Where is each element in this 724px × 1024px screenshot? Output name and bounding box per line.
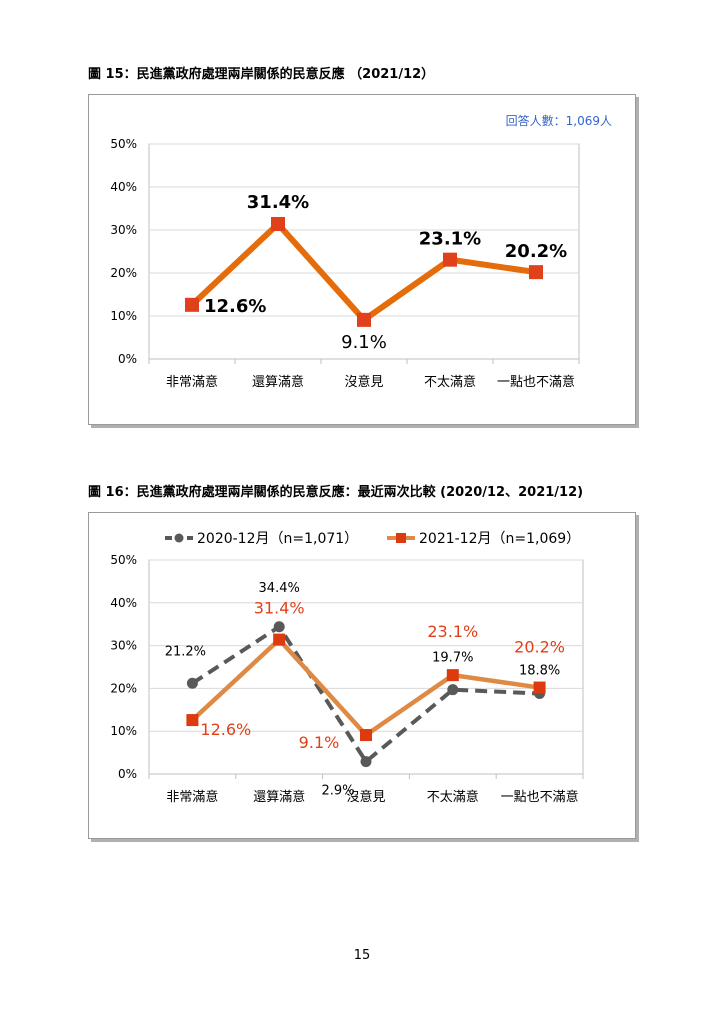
y-tick-label: 30%: [110, 639, 137, 653]
legend-marker-2021: [396, 533, 406, 543]
y-tick-label: 20%: [110, 266, 137, 280]
data-point-marker-2020: [186, 677, 198, 689]
y-tick-label: 30%: [110, 223, 137, 237]
data-label-2020: 21.2%: [165, 644, 206, 659]
y-tick-label: 0%: [118, 767, 137, 781]
x-tick-label: 還算滿意: [253, 789, 305, 805]
data-label-2020: 34.4%: [259, 581, 300, 596]
page-number: 15: [353, 948, 371, 963]
figure-15-title: 圖 15：民進黨政府處理兩岸關係的民意反應 （2021/12）: [88, 67, 435, 82]
x-tick-label: 不太滿意: [427, 789, 479, 805]
data-point-marker-2021: [360, 729, 372, 742]
data-point-marker: [185, 297, 199, 312]
data-point-marker-2021: [186, 714, 199, 727]
data-label: 12.6%: [204, 296, 266, 317]
figure-16-title: 圖 16：民進黨政府處理兩岸關係的民意反應：最近兩次比較 (2020/12、20…: [88, 485, 584, 500]
x-tick-label: 一點也不滿意: [501, 789, 579, 805]
data-point-marker-2021: [446, 669, 459, 682]
x-tick-label: 沒意見: [346, 789, 385, 805]
figure-15-panel: 0% 10% 20% 30% 40% 50% 非常滿意 還算滿意 沒意見 不太滿意 一點也不滿意 回答…: [88, 94, 636, 425]
y-tick-label: 40%: [110, 596, 137, 610]
data-label-2020: 2.9%: [321, 784, 354, 799]
x-tick-label: 一點也不滿意: [497, 374, 575, 390]
y-tick-label: 0%: [118, 352, 137, 366]
y-tick-label: 40%: [110, 180, 137, 194]
x-tick-label: 沒意見: [344, 374, 383, 390]
data-label-2020: 18.8%: [519, 664, 560, 679]
data-label-2021: 12.6%: [200, 720, 251, 739]
y-tick-label: 50%: [110, 553, 137, 567]
data-point-marker-2020: [360, 756, 372, 768]
respondents-annotation: 回答人數：1,069人: [506, 113, 612, 128]
figure-16-chart: 0% 10% 20% 30% 40% 50% 非常滿意 還算滿意 沒意見 不太滿意 一點也不滿意 20…: [110, 531, 584, 805]
data-label-2021: 9.1%: [299, 733, 340, 752]
data-label: 23.1%: [419, 229, 481, 250]
x-tick-label: 還算滿意: [252, 374, 304, 390]
legend-label-2020: 2020-12月（n=1,071）: [197, 531, 358, 547]
series-line-2020: [191, 623, 540, 765]
data-label-2021: 31.4%: [254, 599, 305, 618]
data-label: 20.2%: [505, 241, 567, 262]
data-point-marker-2020: [447, 684, 459, 696]
data-point-marker: [529, 265, 543, 280]
data-point-marker-2021: [273, 633, 286, 646]
figure-15-chart: 0% 10% 20% 30% 40% 50% 非常滿意 還算滿意 沒意見 不太滿意 一點也不滿意 回答…: [110, 113, 612, 390]
x-tick-label: 非常滿意: [166, 789, 218, 805]
y-tick-label: 10%: [110, 309, 137, 323]
data-label: 31.4%: [247, 192, 309, 213]
data-point-marker: [271, 216, 285, 231]
data-label-2021: 23.1%: [427, 622, 478, 641]
data-label-2021: 20.2%: [514, 638, 565, 657]
y-tick-label: 50%: [110, 137, 137, 151]
data-label-2020: 19.7%: [432, 651, 473, 666]
legend-marker-2020: [174, 533, 184, 543]
y-tick-label: 10%: [110, 724, 137, 738]
data-point-marker-2021: [533, 681, 546, 694]
y-tick-label: 20%: [110, 681, 137, 695]
x-tick-label: 不太滿意: [424, 374, 476, 390]
x-tick-label: 非常滿意: [166, 374, 218, 390]
data-point-marker: [443, 252, 457, 267]
data-label: 9.1%: [341, 332, 387, 353]
data-point-marker-2020: [273, 621, 285, 633]
figure-16-panel: 0% 10% 20% 30% 40% 50% 非常滿意 還算滿意 沒意見 不太滿意 一點也不滿意 20…: [88, 512, 636, 839]
legend-label-2021: 2021-12月（n=1,069）: [419, 531, 580, 547]
data-point-marker: [357, 312, 371, 327]
